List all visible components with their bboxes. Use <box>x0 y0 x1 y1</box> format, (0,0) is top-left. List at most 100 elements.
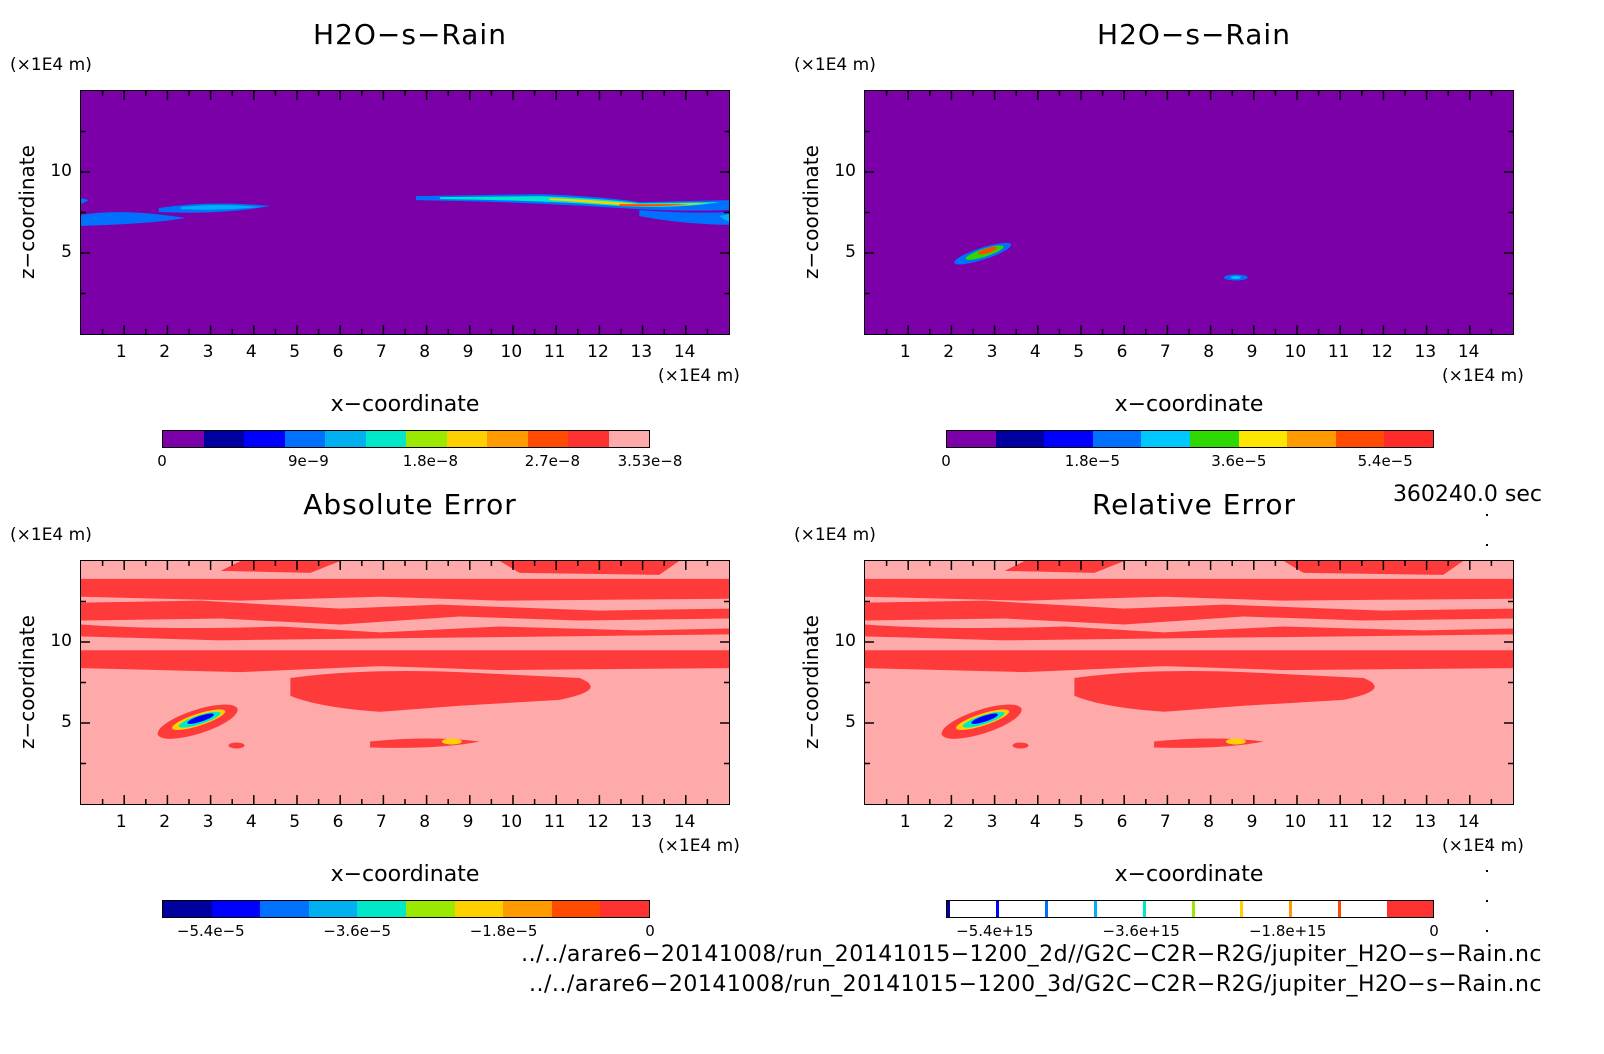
colorbar-label: 2.7e−8 <box>524 452 580 470</box>
marker-dot <box>1486 900 1488 902</box>
colorbar-swatch <box>1238 431 1288 447</box>
panel-bottom-left: Absolute Error (×1E4 m) z−coordinate 5 10 1 2 3… <box>0 470 780 960</box>
panel-title: H2O−s−Rain <box>313 18 507 51</box>
x-tick-label: 5 <box>1073 812 1085 832</box>
panel-title: Absolute Error <box>303 488 517 521</box>
colorbar <box>946 900 1434 918</box>
y-tick-label: 10 <box>834 160 856 181</box>
colorbar-swatch <box>406 431 447 447</box>
error-band <box>1074 670 1375 712</box>
marker-dot <box>1486 840 1488 842</box>
colorbar-label: 0 <box>157 452 167 470</box>
x-axis-unit: (×1E4 m) <box>658 836 740 856</box>
colorbar-swatch <box>211 901 261 917</box>
x-tick-label: 2 <box>159 342 171 362</box>
contour-band <box>81 212 186 226</box>
error-blob <box>228 742 245 749</box>
plot-area <box>864 90 1514 335</box>
tick-marks <box>81 91 729 334</box>
colorbar-swatch <box>308 901 358 917</box>
colorbar-swatch <box>1335 431 1385 447</box>
colorbar-swatch <box>1191 901 1241 917</box>
x-tick-label: 5 <box>289 342 301 362</box>
colorbar-label: 1.8e−5 <box>1064 452 1120 470</box>
x-axis-unit: (×1E4 m) <box>1442 366 1524 386</box>
colorbar-swatch <box>260 901 309 917</box>
x-tick-label: 6 <box>1116 812 1128 832</box>
contour-band <box>180 205 261 210</box>
x-tick-label: 11 <box>543 812 566 832</box>
x-axis-title: x−coordinate <box>330 862 480 887</box>
y-tick-label: 5 <box>61 242 72 263</box>
error-blob <box>187 713 214 724</box>
x-tick-label: 14 <box>1457 342 1480 362</box>
colorbar-swatch <box>551 901 601 917</box>
x-tick-label: 11 <box>1327 812 1350 832</box>
colorbar <box>162 900 650 918</box>
colorbar-swatch <box>568 431 609 447</box>
error-band <box>81 578 729 601</box>
colorbar-label: 9e−9 <box>287 452 329 470</box>
x-tick-label: 1 <box>115 342 127 362</box>
x-tick-label: 10 <box>1284 342 1307 362</box>
colorbar-label: 3.53e−8 <box>617 452 683 470</box>
colorbar-label: −5.4e+15 <box>956 922 1034 940</box>
colorbar-swatch <box>163 901 212 917</box>
marker-dot <box>1486 514 1488 516</box>
colorbar-swatch <box>947 901 996 917</box>
colorbar-label: −1.8e−5 <box>469 922 538 940</box>
plot-area <box>864 560 1514 805</box>
x-axis-unit: (×1E4 m) <box>658 366 740 386</box>
error-band <box>865 578 1513 601</box>
x-tick-label: 3 <box>986 812 998 832</box>
colorbar-swatch <box>1289 901 1339 917</box>
x-tick-label: 3 <box>202 812 214 832</box>
panel-title: Relative Error <box>1091 488 1297 521</box>
error-band <box>81 624 729 641</box>
colorbar-swatch <box>503 901 552 917</box>
y-axis-unit: (×1E4 m) <box>794 525 876 545</box>
colorbar <box>162 430 650 448</box>
colorbar-swatch <box>1141 431 1190 447</box>
x-tick-label: 9 <box>1246 812 1258 832</box>
colorbar-swatch <box>357 901 406 917</box>
x-tick-label: 2 <box>159 812 171 832</box>
x-tick-label: 5 <box>289 812 301 832</box>
contour-band <box>719 213 729 222</box>
y-tick-label: 5 <box>61 712 72 733</box>
x-axis-title: x−coordinate <box>1114 862 1264 887</box>
tick-marks <box>865 561 1513 804</box>
colorbar-label: −3.6e−5 <box>323 922 392 940</box>
x-tick-label: 3 <box>202 342 214 362</box>
tick-marks <box>81 561 729 804</box>
colorbar-swatch <box>487 431 528 447</box>
colorbar-swatch <box>1384 431 1433 447</box>
colorbar <box>946 430 1434 448</box>
y-tick-label: 10 <box>834 630 856 651</box>
colorbar-swatch <box>600 901 649 917</box>
error-blob <box>971 713 998 724</box>
y-axis-unit: (×1E4 m) <box>10 525 92 545</box>
rain-blob <box>1230 275 1241 279</box>
x-tick-label: 6 <box>332 342 344 362</box>
colorbar-label: 0 <box>1429 922 1439 940</box>
y-tick-label: 10 <box>50 630 72 651</box>
colorbar-label: −1.8e+15 <box>1248 922 1327 940</box>
contour-band <box>619 204 690 207</box>
colorbar-swatch <box>405 901 455 917</box>
colorbar-swatch <box>203 431 244 447</box>
y-axis-title: z−coordinate <box>799 145 823 279</box>
y-tick-label: 5 <box>845 242 856 263</box>
error-band <box>865 600 1513 625</box>
colorbar-swatch <box>1189 431 1239 447</box>
marker-dot <box>1486 544 1488 546</box>
colorbar-swatch <box>1287 431 1336 447</box>
x-tick-label: 8 <box>419 812 431 832</box>
colorbar-swatch <box>163 431 204 447</box>
x-tick-label: 7 <box>1159 342 1171 362</box>
error-band <box>290 670 591 712</box>
x-tick-label: 9 <box>462 812 474 832</box>
x-tick-label: 8 <box>419 342 431 362</box>
x-axis-title: x−coordinate <box>330 392 480 417</box>
x-tick-label: 11 <box>1327 342 1350 362</box>
